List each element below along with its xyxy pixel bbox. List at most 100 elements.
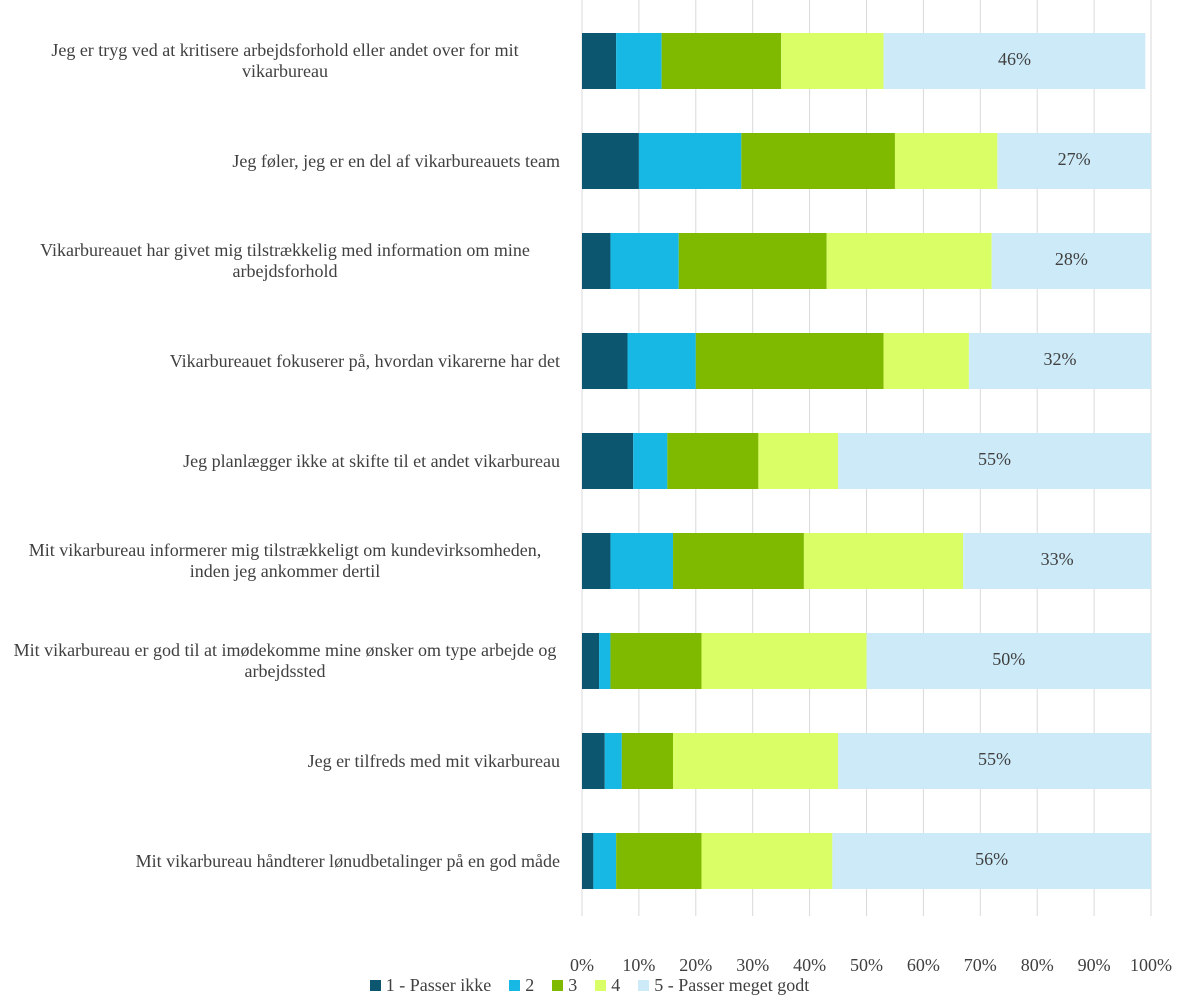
data-label: 33% — [1041, 549, 1074, 569]
category-label: Vikarbureauet har givet mig tilstrækkeli… — [0, 211, 560, 311]
legend-swatch — [595, 980, 607, 991]
bar-segment — [866, 633, 1151, 689]
bar-segment — [633, 433, 668, 489]
bar-segment — [593, 833, 617, 889]
category-text: Mit vikarbureau informerer mig tilstrækk… — [28, 540, 542, 581]
bar-segment — [616, 33, 662, 89]
bar-segment — [582, 333, 628, 389]
category-text: Vikarbureauet fokuserer på, hvordan vika… — [169, 350, 560, 371]
bar-segment — [582, 633, 600, 689]
bar-segment — [678, 233, 827, 289]
x-tick-label: 60% — [907, 955, 940, 975]
x-tick-label: 30% — [736, 955, 769, 975]
bar-segment — [638, 133, 742, 189]
bar-segment — [582, 33, 617, 89]
legend-swatch — [552, 980, 564, 991]
bar-segment — [701, 833, 833, 889]
bar-segment — [832, 833, 1151, 889]
bar-segment — [627, 333, 696, 389]
bar-segment — [968, 333, 1151, 389]
data-label: 50% — [992, 649, 1025, 669]
category-label: Mit vikarbureau informerer mig tilstrækk… — [0, 511, 560, 611]
bar-segment — [599, 633, 611, 689]
category-label: Jeg planlægger ikke at skifte til et and… — [0, 411, 560, 511]
x-tick-label: 80% — [1021, 955, 1054, 975]
legend-swatch — [638, 980, 650, 991]
legend-label: 1 - Passer ikke — [385, 975, 492, 995]
x-tick-label: 100% — [1130, 955, 1172, 975]
category-label: Mit vikarbureau er god til at imødekomme… — [0, 611, 560, 711]
bar-segment — [582, 833, 594, 889]
data-label: 27% — [1058, 149, 1091, 169]
category-label: Vikarbureauet fokuserer på, hvordan vika… — [0, 311, 560, 411]
category-text: Vikarbureauet har givet mig tilstrækkeli… — [40, 240, 530, 281]
category-text: Jeg føler, jeg er en del af vikarbureaue… — [232, 150, 560, 171]
x-tick-label: 90% — [1078, 955, 1111, 975]
category-text: Mit vikarbureau håndterer lønudbetalinge… — [135, 850, 560, 871]
bar-segment — [758, 433, 839, 489]
bar-segment — [616, 833, 702, 889]
x-tick-label: 10% — [622, 955, 655, 975]
x-tick-label: 0% — [570, 955, 594, 975]
bar-segment — [741, 133, 895, 189]
category-label: Jeg føler, jeg er en del af vikarbureaue… — [0, 111, 560, 211]
legend-item: 3 — [552, 975, 577, 996]
bar-segment — [781, 33, 884, 89]
category-text: Jeg er tilfreds med mit vikarbureau — [307, 750, 560, 771]
data-label: 32% — [1043, 349, 1076, 369]
legend-swatch — [369, 980, 381, 991]
bar-segment — [582, 133, 639, 189]
category-text: Jeg planlægger ikke at skifte til et and… — [183, 450, 560, 471]
bar-segment — [991, 233, 1151, 289]
category-text: Jeg er tryg ved at kritisere arbejdsforh… — [51, 40, 519, 81]
bar-segment — [701, 633, 867, 689]
bar-segment — [673, 733, 839, 789]
legend: 1 - Passer ikke 2 3 4 5 - Passer meget godt — [0, 975, 1179, 996]
bar-segment — [963, 533, 1151, 589]
bar-segment — [582, 533, 611, 589]
bar-segment — [667, 433, 759, 489]
x-tick-label: 20% — [679, 955, 712, 975]
bar-segment — [661, 33, 782, 89]
x-tick-label: 50% — [850, 955, 883, 975]
bar-segment — [621, 733, 674, 789]
data-label: 46% — [998, 49, 1031, 69]
bar-segment — [695, 333, 884, 389]
bar-segment — [610, 233, 679, 289]
legend-item: 2 — [509, 975, 534, 996]
bar-segment — [582, 433, 634, 489]
legend-label: 5 - Passer meget godt — [654, 975, 810, 995]
legend-item: 1 - Passer ikke — [369, 975, 492, 996]
legend-swatch — [509, 980, 521, 991]
legend-item: 4 — [595, 975, 620, 996]
x-tick-label: 70% — [964, 955, 997, 975]
bar-segment — [604, 733, 622, 789]
bar-segment — [838, 733, 1151, 789]
x-tick-label: 40% — [793, 955, 826, 975]
bar-segment — [883, 33, 1146, 89]
legend-label: 4 — [611, 975, 621, 995]
bar-segment — [894, 133, 998, 189]
category-label: Mit vikarbureau håndterer lønudbetalinge… — [0, 811, 560, 911]
bar-segment — [838, 433, 1151, 489]
legend-item: 5 - Passer meget godt — [638, 975, 809, 996]
data-label: 28% — [1055, 249, 1088, 269]
data-label: 56% — [975, 849, 1008, 869]
bar-segment — [883, 333, 969, 389]
bar-segment — [803, 533, 964, 589]
bar-segment — [997, 133, 1151, 189]
data-label: 55% — [978, 449, 1011, 469]
bar-segment — [610, 633, 702, 689]
legend-label: 2 — [525, 975, 535, 995]
category-label: Jeg er tilfreds med mit vikarbureau — [0, 711, 560, 811]
bar-segment — [673, 533, 804, 589]
category-text: Mit vikarbureau er god til at imødekomme… — [13, 640, 557, 681]
bar-segment — [582, 233, 611, 289]
data-label: 55% — [978, 749, 1011, 769]
legend-label: 3 — [568, 975, 578, 995]
bar-segment — [826, 233, 992, 289]
bar-segment — [610, 533, 674, 589]
bar-segment — [582, 733, 605, 789]
category-label: Jeg er tryg ved at kritisere arbejdsforh… — [0, 11, 560, 111]
